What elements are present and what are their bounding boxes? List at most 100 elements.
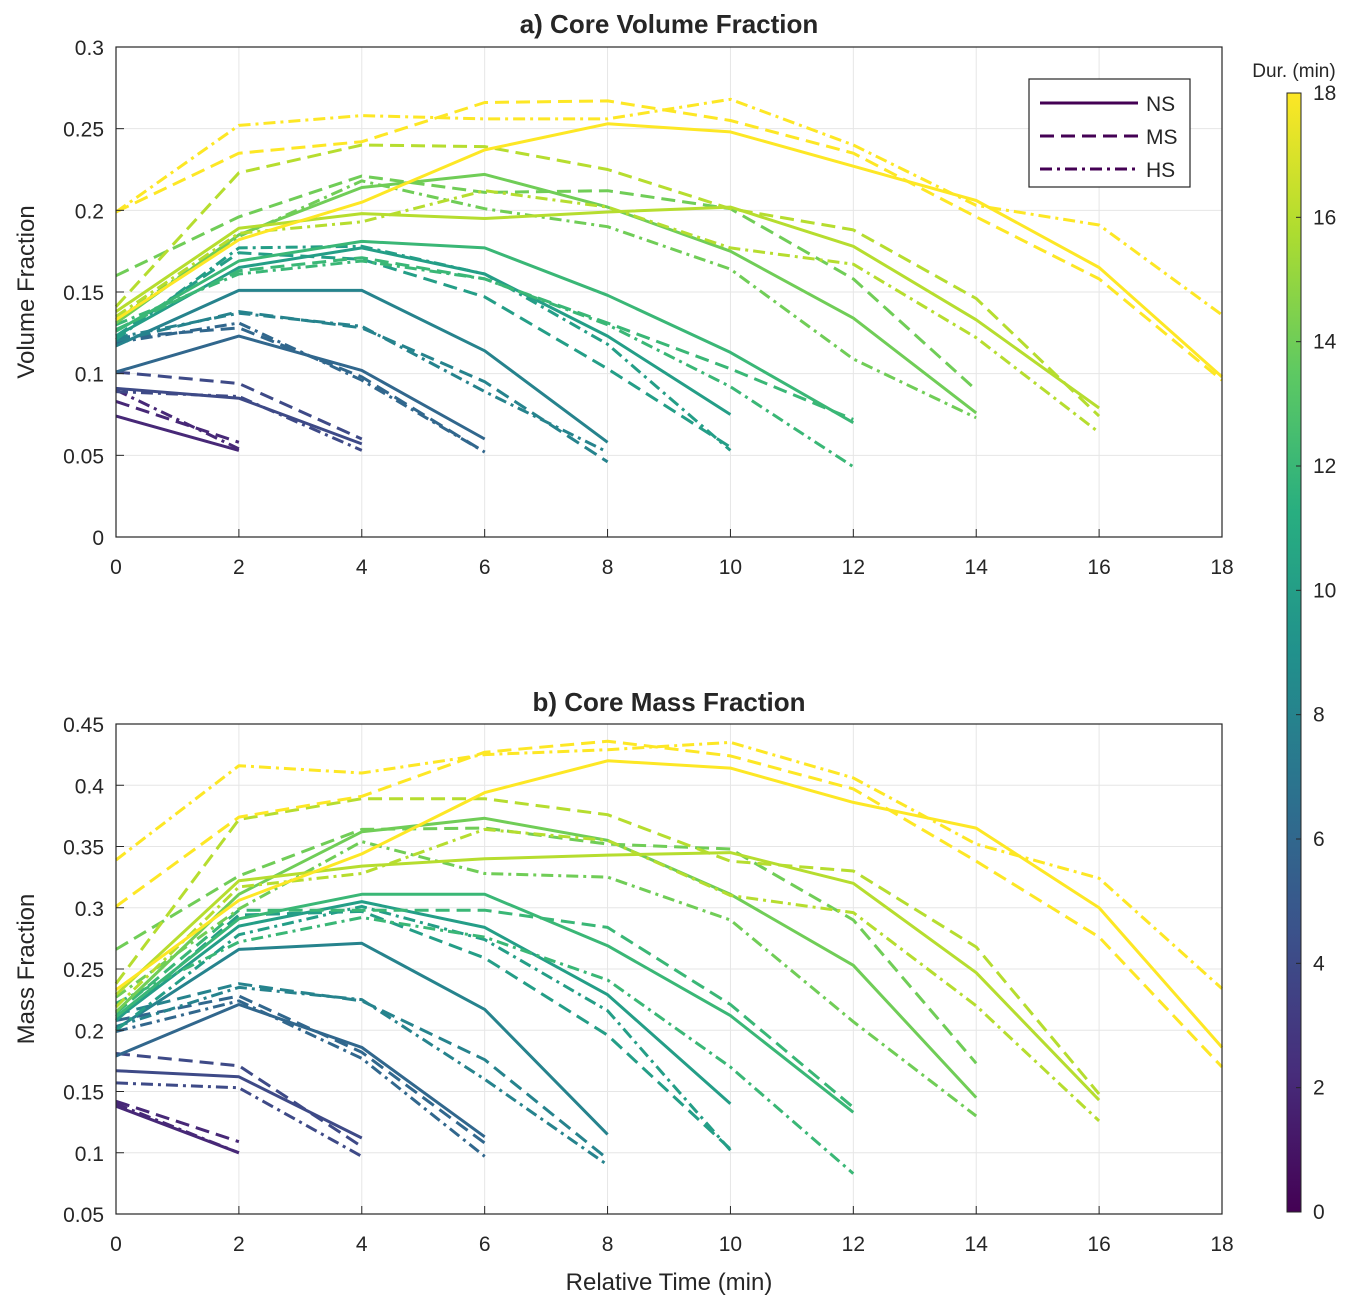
colorbar-tick-label: 4 [1313, 952, 1325, 975]
y-tick-label: 0.15 [63, 1082, 104, 1105]
series-ns-2min [115, 414, 240, 452]
x-tick-label: 6 [479, 556, 491, 579]
series-hs-6min [115, 999, 486, 1158]
grid-b [115, 723, 1223, 1215]
series-ns-4min [115, 386, 363, 446]
series-hs-10min [115, 244, 732, 452]
series-hs-14min [115, 840, 978, 1118]
colorbar-ticks: 0 2 4 6 8 10 12 14 16 18 [1296, 82, 1337, 1224]
series-ns-16min [115, 205, 1100, 410]
series-lines-b [114, 739, 1224, 1175]
y-tick-label: 0.1 [75, 1143, 104, 1166]
legend-label-ns: NS [1146, 93, 1175, 116]
colorbar-tick-label: 0 [1313, 1201, 1325, 1224]
x-tick-label: 8 [602, 1233, 614, 1256]
y-tick-label: 0 [92, 527, 104, 550]
series-hs-12min [115, 916, 855, 1175]
tick-labels-b: 0 2 4 6 8 10 12 14 16 18 0.05 0.1 0.15 0.2 0.25 0.3 0.35… [63, 714, 1234, 1256]
x-tick-label: 14 [965, 556, 989, 579]
series-ns-16min [114, 851, 1101, 1102]
colorbar-tick-label: 16 [1313, 206, 1336, 229]
x-tick-label: 10 [719, 556, 742, 579]
panel-mass-fraction: 0 2 4 6 8 10 12 14 16 18 0.05 0.1 0.15 0.2 0.25 0.3 0.35… [13, 687, 1234, 1296]
series-ns-8min [115, 288, 609, 444]
series-ns-18min [115, 122, 1223, 379]
x-tick-label: 2 [233, 1233, 245, 1256]
y-tick-label: 0.25 [63, 959, 104, 982]
x-tick-label: 0 [110, 556, 122, 579]
x-tick-label: 6 [479, 1233, 491, 1256]
series-hs-8min [115, 985, 609, 1167]
y-tick-label: 0.3 [75, 898, 104, 921]
x-axis-label-b: Relative Time (min) [566, 1269, 773, 1296]
series-ns-12min [115, 892, 855, 1114]
y-tick-label: 0.35 [63, 837, 104, 860]
series-ms-14min [115, 174, 978, 392]
y-tick-label: 0.3 [75, 37, 104, 60]
series-ns-10min [115, 246, 732, 416]
colorbar-tick-label: 18 [1313, 82, 1336, 105]
series-ns-6min [115, 1003, 486, 1139]
y-tick-label: 0.05 [63, 1204, 104, 1227]
series-ms-8min [115, 982, 609, 1161]
series-ns-10min [115, 900, 732, 1105]
colorbar-gradient [1286, 92, 1302, 1213]
x-tick-label: 4 [356, 556, 368, 579]
series-hs-12min [115, 259, 855, 469]
y-tick-label: 0.45 [63, 714, 104, 737]
series-hs-2min [115, 1102, 240, 1155]
series-hs-16min [114, 827, 1101, 1122]
series-ms-6min [115, 994, 486, 1145]
series-ns-18min [115, 759, 1224, 1049]
series-hs-10min [115, 905, 732, 1152]
y-tick-label: 0.4 [75, 775, 105, 798]
colorbar-label: Dur. (min) [1252, 61, 1335, 82]
series-hs-8min [115, 311, 609, 454]
colorbar-tick-label: 14 [1313, 331, 1337, 354]
x-tick-label: 12 [842, 556, 865, 579]
series-hs-18min [115, 740, 1224, 990]
series-ms-18min [115, 99, 1223, 382]
series-hs-2min [115, 388, 240, 451]
x-tick-label: 14 [965, 1233, 989, 1256]
colorbar-tick-label: 10 [1313, 579, 1336, 602]
series-hs-18min [115, 97, 1223, 317]
chart-title-b: b) Core Mass Fraction [532, 687, 805, 717]
y-axis-label-b: Mass Fraction [13, 894, 40, 1045]
y-tick-label: 0.25 [63, 119, 104, 142]
colorbar-tick-label: 2 [1313, 1077, 1325, 1100]
series-ms-2min [115, 1099, 240, 1144]
x-tick-label: 8 [602, 556, 614, 579]
x-tick-label: 16 [1087, 1233, 1110, 1256]
x-tick-label: 18 [1210, 556, 1233, 579]
series-ns-8min [115, 941, 609, 1136]
legend: NS MS HS [1028, 78, 1191, 188]
panel-volume-fraction: 0 2 4 6 8 10 12 14 16 18 0 0.05 0.1 0.15 0.2 0.25 0.3 a)… [13, 9, 1234, 579]
colorbar: 0 2 4 6 8 10 12 14 16 18 Dur. (min) [1252, 61, 1336, 1224]
series-hs-6min [115, 321, 486, 454]
x-tick-label: 2 [233, 556, 245, 579]
series-lines-a [114, 97, 1223, 469]
y-tick-label: 0.2 [75, 200, 104, 223]
series-ms-16min [114, 797, 1101, 1095]
x-tick-label: 0 [110, 1233, 122, 1256]
x-tick-label: 18 [1210, 1233, 1233, 1256]
colorbar-tick-label: 12 [1313, 455, 1336, 478]
legend-label-ms: MS [1146, 126, 1178, 149]
y-tick-label: 0.1 [75, 364, 104, 387]
chart-title-a: a) Core Volume Fraction [520, 9, 819, 39]
colorbar-tick-label: 8 [1313, 704, 1325, 727]
x-tick-label: 10 [719, 1233, 742, 1256]
colorbar-tick-label: 6 [1313, 828, 1325, 851]
y-tick-label: 0.2 [75, 1020, 104, 1043]
y-tick-label: 0.15 [63, 282, 104, 305]
series-ms-2min [115, 399, 240, 444]
series-ms-10min [115, 909, 732, 1151]
tick-labels-a: 0 2 4 6 8 10 12 14 16 18 0 0.05 0.1 0.15 0.2 0.25 0.3 [63, 37, 1234, 579]
series-ms-16min [114, 143, 1101, 418]
series-ms-4min [115, 370, 363, 441]
legend-label-hs: HS [1146, 159, 1175, 182]
series-ns-12min [115, 239, 855, 425]
